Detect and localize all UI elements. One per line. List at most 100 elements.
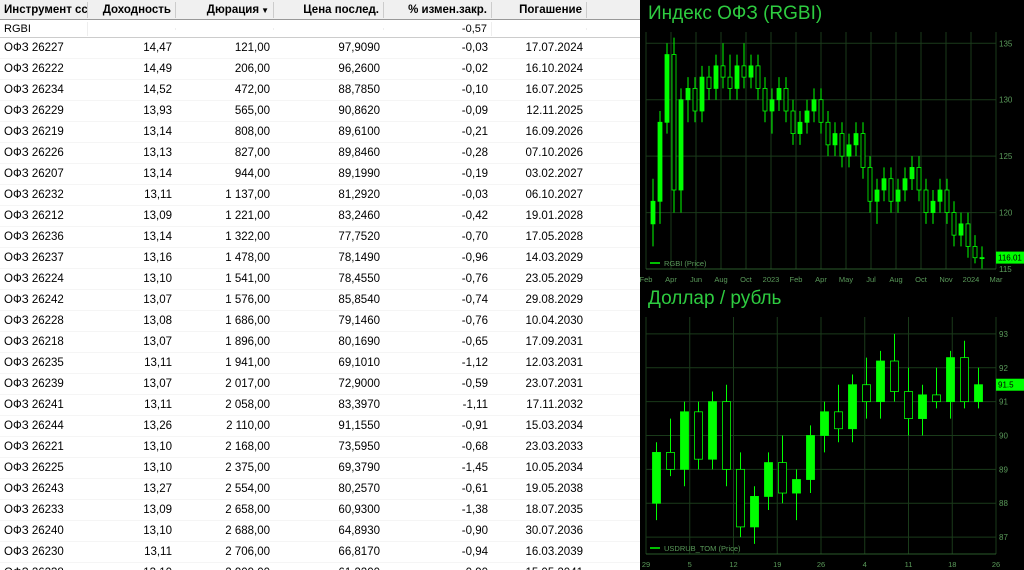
cell: ОФЗ 26229 [0,104,88,118]
filter-duration[interactable] [176,28,274,30]
col-header-maturity[interactable]: Погашение [492,2,587,18]
cell: 13,10 [88,566,176,570]
chart-usdrub-canvas[interactable]: 87888990919293295121926411182691.5USDRUB… [640,313,1024,570]
cell: -0,65 [384,335,492,349]
table-row[interactable]: ОФЗ 2623013,112 706,0066,8170-0,9416.03.… [0,542,640,563]
svg-text:5: 5 [688,560,692,569]
table-row[interactable]: ОФЗ 2624013,102 688,0064,8930-0,9030.07.… [0,521,640,542]
cell: -0,03 [384,188,492,202]
table-row[interactable]: ОФЗ 2624313,272 554,0080,2570-0,6119.05.… [0,479,640,500]
cell: -0,91 [384,419,492,433]
svg-text:130: 130 [999,96,1013,105]
table-row[interactable]: ОФЗ 2621213,091 221,0083,2460-0,4219.01.… [0,206,640,227]
table-row[interactable]: ОФЗ 2621813,071 896,0080,1690-0,6517.09.… [0,332,640,353]
cell: ОФЗ 26244 [0,419,88,433]
table-row[interactable]: ОФЗ 2622613,13827,0089,8460-0,2807.10.20… [0,143,640,164]
table-row[interactable]: ОФЗ 2624113,112 058,0083,3970-1,1117.11.… [0,395,640,416]
svg-text:Apr: Apr [815,275,827,284]
table-body[interactable]: ОФЗ 2622714,47121,0097,9090-0,0317.07.20… [0,38,640,570]
cell: 90,8620 [274,104,384,118]
col-header-change[interactable]: % измен.закр. [384,2,492,18]
table-row[interactable]: ОФЗ 2622513,102 375,0069,3790-1,4510.05.… [0,458,640,479]
table-row[interactable]: ОФЗ 2622413,101 541,0078,4550-0,7623.05.… [0,269,640,290]
table-row[interactable]: ОФЗ 2622113,102 168,0073,5950-0,6823.03.… [0,437,640,458]
cell: ОФЗ 26228 [0,314,88,328]
cell: 10.04.2030 [492,314,587,328]
cell: -0,74 [384,293,492,307]
svg-text:Oct: Oct [740,275,753,284]
svg-text:115: 115 [999,265,1012,274]
chart-rgbi[interactable]: Индекс ОФЗ (RGBI) 115120125130135FebAprJ… [640,0,1024,285]
table-row[interactable]: ОФЗ 2624213,071 576,0085,8540-0,7429.08.… [0,290,640,311]
cell: 17.09.2031 [492,335,587,349]
table-row[interactable]: ОФЗ 2623513,111 941,0069,1010-1,1212.03.… [0,353,640,374]
table-row[interactable]: ОФЗ 2622913,93565,0090,8620-0,0912.11.20… [0,101,640,122]
cell: ОФЗ 26233 [0,503,88,517]
table-row[interactable]: ОФЗ 2622714,47121,0097,9090-0,0317.07.20… [0,38,640,59]
col-header-yield[interactable]: Доходность [88,2,176,18]
cell: -0,70 [384,230,492,244]
cell: 13,09 [88,503,176,517]
filter-maturity[interactable] [492,28,587,30]
table-filter-row: RGBI -0,57 [0,20,640,38]
table-row[interactable]: ОФЗ 2623313,092 658,0060,9300-1,3818.07.… [0,500,640,521]
filter-price[interactable] [274,28,384,30]
cell: 13,07 [88,335,176,349]
cell: 85,8540 [274,293,384,307]
table-row[interactable]: ОФЗ 2623414,52472,0088,7850-0,1016.07.20… [0,80,640,101]
cell: -0,28 [384,146,492,160]
cell: 14,49 [88,62,176,76]
cell: 1 137,00 [176,188,274,202]
cell: 13,26 [88,419,176,433]
cell: 80,2570 [274,482,384,496]
cell: 23.03.2033 [492,440,587,454]
svg-text:Nov: Nov [939,275,953,284]
filter-instrument[interactable]: RGBI [0,22,88,36]
table-row[interactable]: ОФЗ 2622214,49206,0096,2600-0,0216.10.20… [0,59,640,80]
table-row[interactable]: ОФЗ 2623713,161 478,0078,1490-0,9614.03.… [0,248,640,269]
cell: 88,7850 [274,83,384,97]
filter-yield[interactable] [88,28,176,30]
table-row[interactable]: ОФЗ 2623813,102 909,0061,2200-0,9015.05.… [0,563,640,570]
cell: -1,11 [384,398,492,412]
cell: 23.07.2031 [492,377,587,391]
cell: ОФЗ 26226 [0,146,88,160]
cell: ОФЗ 26239 [0,377,88,391]
bond-table-panel: Инструмент сс Доходность Дюрация▼ Цена п… [0,0,640,570]
chart-usdrub[interactable]: Доллар / рубль 8788899091929329512192641… [640,285,1024,570]
svg-text:RGBI (Price): RGBI (Price) [664,259,707,268]
cell: -0,68 [384,440,492,454]
cell: 2 554,00 [176,482,274,496]
cell: 15.05.2041 [492,566,587,570]
table-header: Инструмент сс Доходность Дюрация▼ Цена п… [0,0,640,20]
cell: -0,76 [384,272,492,286]
cell: 2 168,00 [176,440,274,454]
cell: 77,7520 [274,230,384,244]
table-row[interactable]: ОФЗ 2623213,111 137,0081,2920-0,0306.10.… [0,185,640,206]
cell: 2 017,00 [176,377,274,391]
table-row[interactable]: ОФЗ 2623613,141 322,0077,7520-0,7017.05.… [0,227,640,248]
table-row[interactable]: ОФЗ 2624413,262 110,0091,1550-0,9115.03.… [0,416,640,437]
table-row[interactable]: ОФЗ 2621913,14808,0089,6100-0,2116.09.20… [0,122,640,143]
cell: 07.10.2026 [492,146,587,160]
col-header-duration[interactable]: Дюрация▼ [176,2,274,18]
col-header-instrument[interactable]: Инструмент сс [0,2,88,18]
chart-usdrub-title: Доллар / рубль [640,285,1024,313]
cell: ОФЗ 26237 [0,251,88,265]
cell: 61,2200 [274,566,384,570]
cell: 13,07 [88,293,176,307]
table-row[interactable]: ОФЗ 2622813,081 686,0079,1460-0,7610.04.… [0,311,640,332]
cell: 06.10.2027 [492,188,587,202]
cell: -0,42 [384,209,492,223]
col-header-price[interactable]: Цена послед. [274,2,384,18]
filter-change[interactable]: -0,57 [384,22,492,36]
svg-text:18: 18 [948,560,956,569]
cell: 12.03.2031 [492,356,587,370]
cell: 2 658,00 [176,503,274,517]
cell: 13,10 [88,524,176,538]
table-row[interactable]: ОФЗ 2620713,14944,0089,1990-0,1903.02.20… [0,164,640,185]
cell: -0,19 [384,167,492,181]
chart-rgbi-canvas[interactable]: 115120125130135FebAprJunAugOct2023FebApr… [640,28,1024,285]
svg-text:19: 19 [773,560,781,569]
table-row[interactable]: ОФЗ 2623913,072 017,0072,9000-0,5923.07.… [0,374,640,395]
